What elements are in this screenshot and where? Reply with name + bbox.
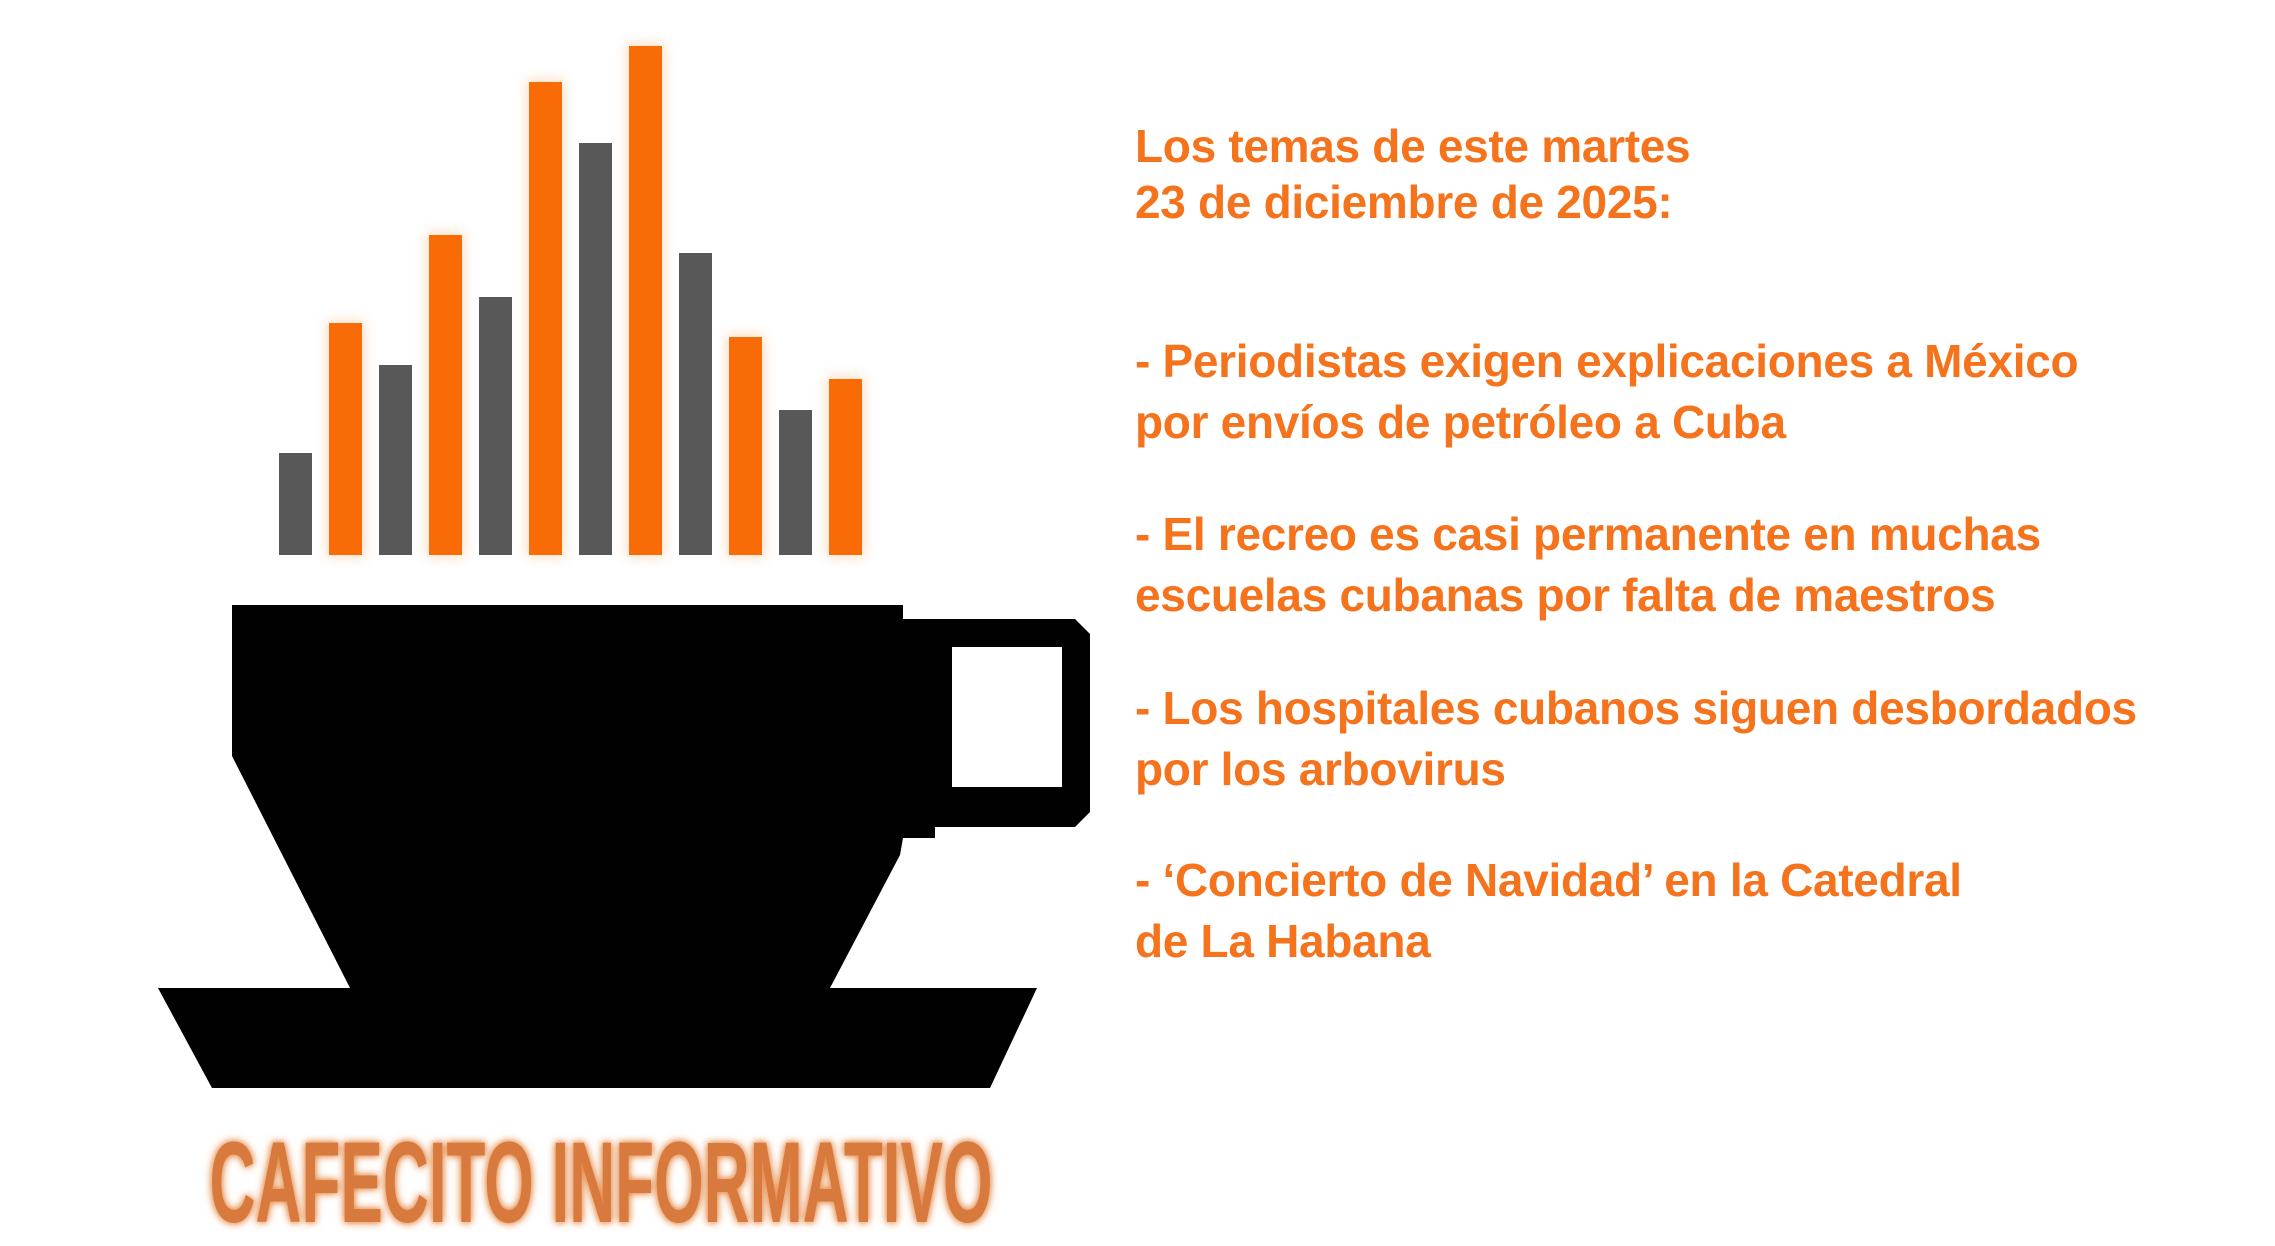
orange-bar bbox=[829, 379, 862, 555]
gray-bar bbox=[479, 297, 512, 555]
coffee-cup-logo: CAFECITO INFORMATIVO bbox=[158, 605, 1090, 1246]
orange-bar bbox=[329, 323, 362, 555]
topic-item: - El recreo es casi permanente en muchas… bbox=[1135, 504, 2041, 626]
topic-line1: - El recreo es casi permanente en muchas bbox=[1135, 508, 2041, 560]
gray-bar bbox=[279, 453, 312, 555]
orange-bar bbox=[429, 235, 462, 555]
orange-bar bbox=[629, 46, 662, 555]
equalizer-bars-icon bbox=[279, 35, 862, 555]
topic-line1: - ‘Concierto de Navidad’ en la Catedral bbox=[1135, 854, 1962, 906]
topic-line2: por los arbovirus bbox=[1135, 743, 1506, 795]
topic-line2: por envíos de petróleo a Cuba bbox=[1135, 396, 1786, 448]
topic-line2: escuelas cubanas por falta de maestros bbox=[1135, 569, 1996, 621]
topic-line1: - Los hospitales cubanos siguen desborda… bbox=[1135, 682, 2137, 734]
gray-bar bbox=[379, 365, 412, 555]
topic-line1: - Periodistas exigen explicaciones a Méx… bbox=[1135, 335, 2079, 387]
briefing-header-line2: 23 de diciembre de 2025: bbox=[1135, 176, 1673, 228]
gray-bar bbox=[579, 143, 612, 555]
wordmark: CAFECITO INFORMATIVO bbox=[210, 1119, 993, 1246]
gray-bar bbox=[679, 253, 712, 555]
cup-handle-hole bbox=[952, 647, 1062, 787]
topic-item: - Los hospitales cubanos siguen desborda… bbox=[1135, 678, 2137, 800]
orange-bar bbox=[529, 82, 562, 555]
orange-bar bbox=[729, 337, 762, 555]
saucer-silhouette bbox=[158, 988, 1037, 1088]
cup-body-silhouette bbox=[232, 605, 1090, 988]
topic-line2: de La Habana bbox=[1135, 915, 1431, 967]
gray-bar bbox=[779, 410, 812, 555]
topic-item: - ‘Concierto de Navidad’ en la Catedral … bbox=[1135, 850, 1962, 972]
topic-item: - Periodistas exigen explicaciones a Méx… bbox=[1135, 331, 2079, 453]
briefing-header: Los temas de este martes 23 de diciembre… bbox=[1135, 118, 1691, 230]
briefing-header-line1: Los temas de este martes bbox=[1135, 120, 1691, 172]
